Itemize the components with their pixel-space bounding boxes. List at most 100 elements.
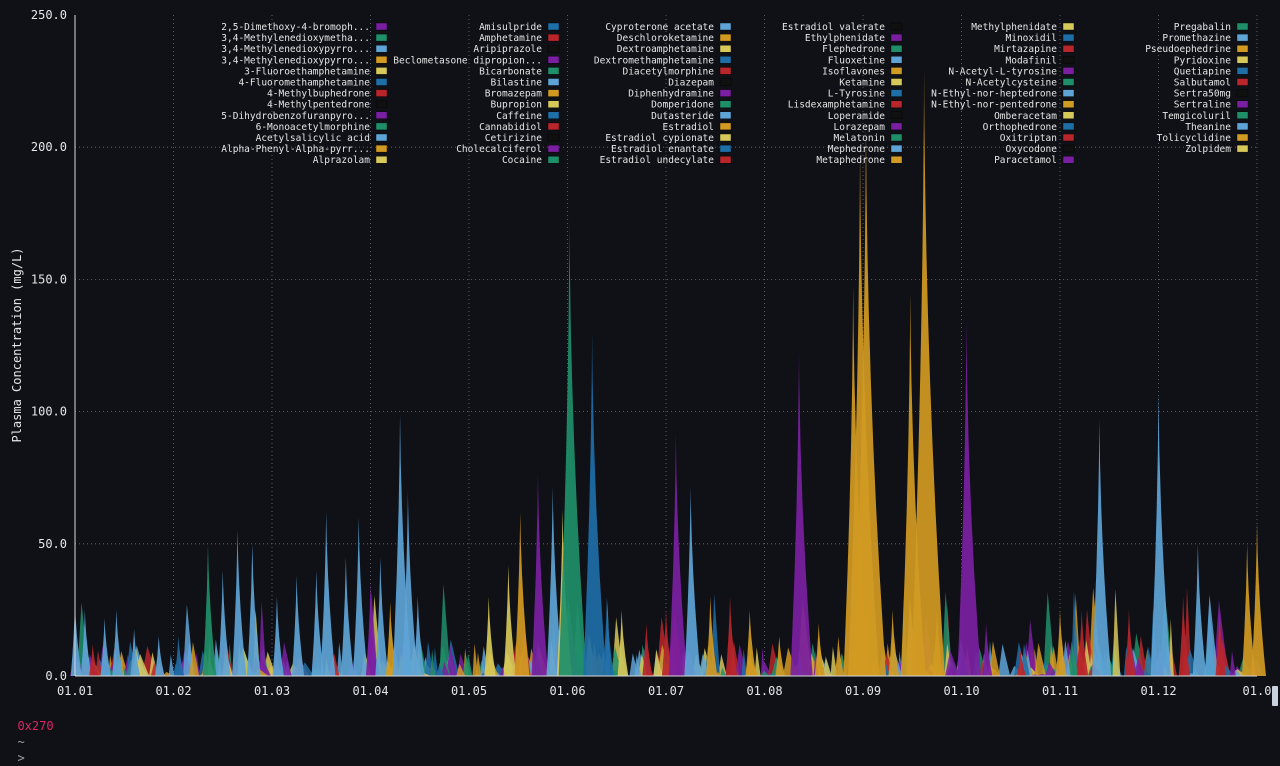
peak-area — [1125, 610, 1136, 676]
legend-label: 3-Fluoroethamphetamine — [244, 66, 370, 77]
legend-label: Oxitriptan — [1000, 133, 1057, 144]
legend-swatch — [376, 45, 387, 52]
legend-label: Zolpidem — [1185, 144, 1231, 155]
x-tick-label: 01.06 — [549, 684, 585, 698]
legend-label: Bromazepam — [485, 89, 542, 100]
y-tick-label: 250.0 — [31, 8, 67, 22]
peak-area — [375, 557, 388, 676]
legend-label: Pseudoephedrine — [1145, 44, 1231, 55]
peak-area — [982, 623, 992, 676]
legend-swatch — [891, 156, 902, 163]
legend-swatch — [891, 67, 902, 74]
legend-swatch — [720, 23, 731, 30]
noise-spike — [1230, 651, 1236, 676]
legend-label: Lorazepam — [834, 122, 886, 133]
noise-spike — [1113, 589, 1121, 676]
legend-swatch — [720, 34, 731, 41]
prompt-cwd: ~ — [17, 735, 24, 749]
legend-label: Cyproterone acetate — [605, 22, 714, 33]
x-tick-label: 01.0 — [1243, 684, 1272, 698]
legend-swatch — [1063, 112, 1074, 119]
legend-label: Salbutamol — [1174, 78, 1231, 89]
legend-label: 3,4-Methylenedioxymetha... — [221, 33, 370, 44]
legend-label: 2,5-Dimethoxy-4-bromoph... — [221, 22, 370, 33]
legend-label: Cetirizine — [485, 133, 542, 144]
peak-area — [1251, 523, 1266, 676]
legend-swatch — [548, 79, 559, 86]
peak-area — [559, 219, 587, 676]
peak-area — [776, 636, 786, 676]
legend-label: Isoflavones — [822, 66, 885, 77]
y-tick-label: 0.0 — [45, 669, 67, 683]
legend-swatch — [376, 56, 387, 63]
x-tick-label: 01.12 — [1140, 684, 1176, 698]
terminal-prompt[interactable]: 0x270 ~ > — [3, 702, 54, 718]
legend-label: Amphetamine — [479, 33, 542, 44]
y-tick-label: 200.0 — [31, 140, 67, 154]
legend-label: Promethazine — [1162, 33, 1231, 44]
legend-swatch — [548, 23, 559, 30]
legend-label: Estradiol — [663, 122, 714, 133]
x-tick-label: 01.07 — [648, 684, 684, 698]
legend-label: Diphenhydramine — [628, 89, 714, 100]
legend-swatch — [376, 145, 387, 152]
legend-swatch — [1237, 101, 1248, 108]
legend-label: Cholecalciferol — [456, 144, 542, 155]
legend-label: 4-Methylpentedrone — [267, 100, 370, 111]
peak-area — [320, 512, 335, 676]
legend-label: Pyridoxine — [1174, 55, 1231, 66]
legend-label: N-Ethyl-nor-pentedrone — [931, 100, 1057, 111]
legend-swatch — [376, 23, 387, 30]
peak-area — [684, 486, 700, 676]
legend-swatch — [548, 34, 559, 41]
terminal-scrollbar[interactable] — [1272, 686, 1278, 706]
legend-label: Melatonin — [834, 133, 885, 144]
legend-swatch — [891, 112, 902, 119]
x-tick-label: 01.02 — [155, 684, 191, 698]
legend-swatch — [891, 145, 902, 152]
peak-area — [292, 576, 304, 676]
legend-label: Temgicoluril — [1162, 111, 1231, 122]
legend-swatch — [376, 134, 387, 141]
legend-label: Sertraline — [1174, 100, 1231, 111]
legend-swatch — [720, 45, 731, 52]
legend-label: Alprazolam — [313, 155, 370, 166]
legend-swatch — [1237, 23, 1248, 30]
x-tick-label: 01.05 — [451, 684, 487, 698]
peak-area — [1092, 420, 1111, 676]
legend-swatch — [376, 101, 387, 108]
legend-label: Loperamide — [828, 111, 885, 122]
legend-label: Pregabalin — [1174, 22, 1231, 33]
legend-swatch — [548, 134, 559, 141]
legend-swatch — [1237, 34, 1248, 41]
peak-area — [203, 544, 217, 676]
legend-swatch — [720, 156, 731, 163]
legend-swatch — [1237, 112, 1248, 119]
peak-area — [341, 557, 354, 676]
legend-label: 4-Fluoromethamphetamine — [238, 78, 370, 89]
legend-label: Modafinil — [1006, 55, 1057, 66]
legend-swatch — [1063, 101, 1074, 108]
x-tick-label: 01.01 — [57, 684, 93, 698]
peak-area — [603, 597, 614, 676]
legend-swatch — [1063, 134, 1074, 141]
legend-swatch — [376, 156, 387, 163]
peak-area — [669, 433, 688, 676]
legend-label: N-Acetyl-L-tyrosine — [948, 66, 1057, 77]
peak-area — [957, 319, 981, 676]
legend-label: Oxycodone — [1006, 144, 1058, 155]
legend-swatch — [720, 134, 731, 141]
prompt-symbol: > — [17, 751, 24, 765]
legend-swatch — [376, 34, 387, 41]
legend-swatch — [891, 45, 902, 52]
legend-label: N-Ethyl-nor-heptedrone — [931, 89, 1057, 100]
peak-area — [1193, 544, 1207, 676]
legend-swatch — [720, 90, 731, 97]
legend-label: Dextromethamphetamine — [594, 55, 714, 66]
legend-label: Tolicyclidine — [1157, 133, 1232, 144]
legend-label: Estradiol cypionate — [605, 133, 714, 144]
legend-swatch — [720, 112, 731, 119]
legend-swatch — [376, 123, 387, 130]
legend-label: Beclometasone dipropion... — [393, 55, 542, 66]
legend-swatch — [1237, 123, 1248, 130]
